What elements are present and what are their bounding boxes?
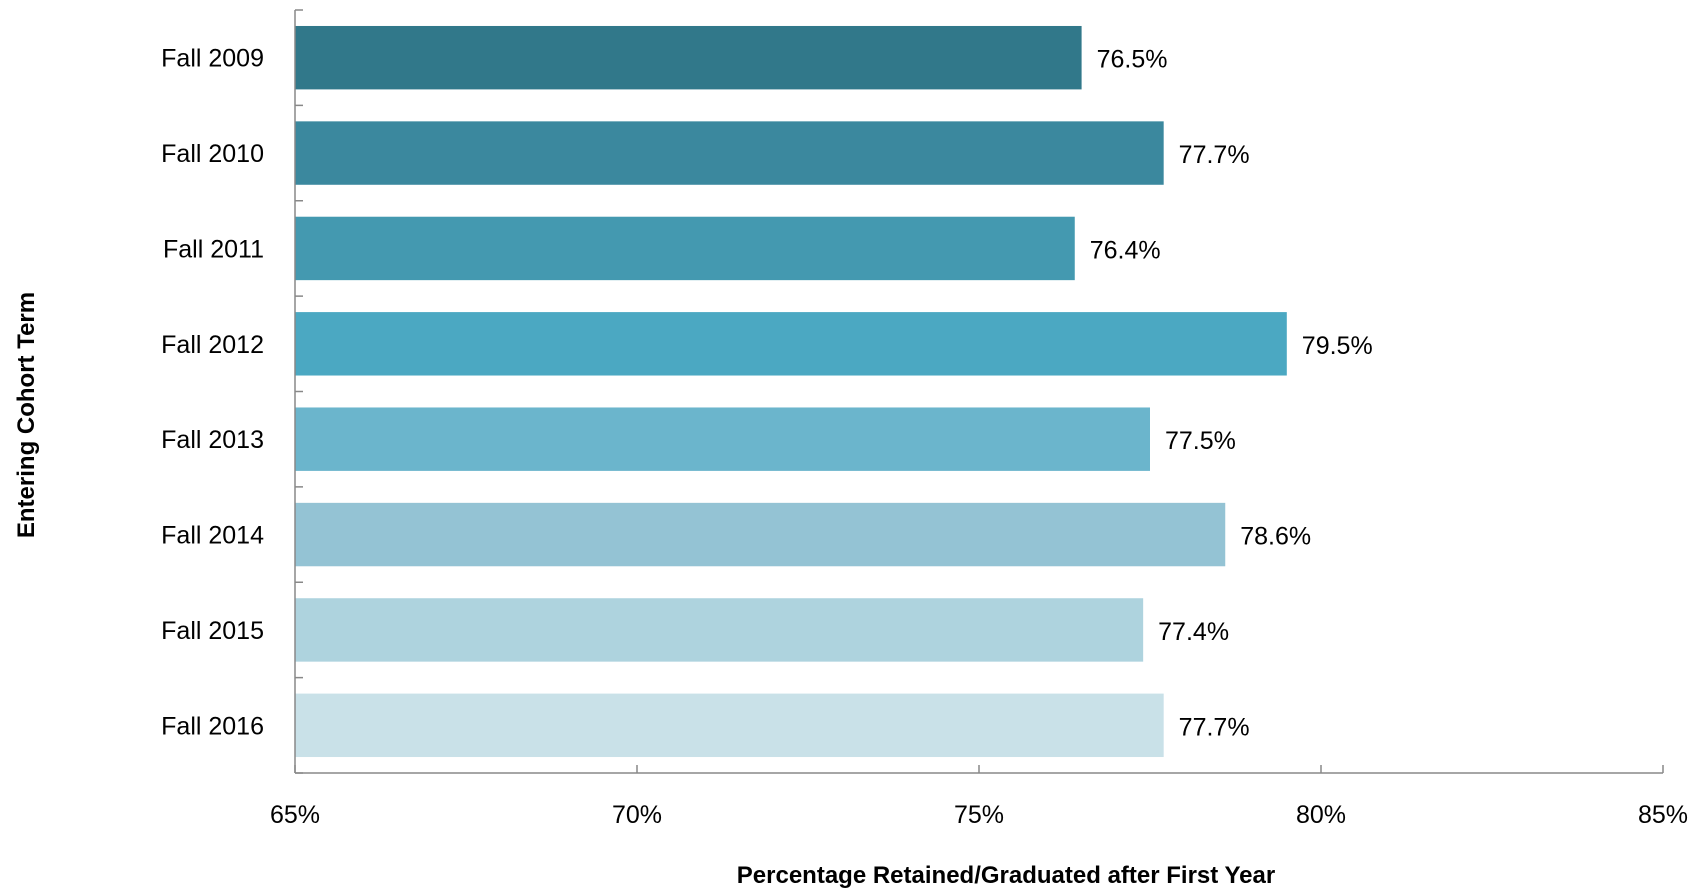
category-label: Fall 2010: [161, 140, 264, 168]
category-label: Fall 2013: [161, 426, 264, 454]
axes: [294, 9, 1664, 774]
category-label: Fall 2012: [161, 331, 264, 359]
bar: [295, 216, 1075, 281]
x-tick-label: 80%: [1296, 801, 1346, 829]
data-label: 76.4%: [1090, 236, 1161, 264]
category-label: Fall 2009: [161, 45, 264, 73]
bars-layer: [295, 25, 1287, 758]
category-label: Fall 2011: [163, 235, 264, 263]
y-axis-title: Entering Cohort Term: [13, 292, 40, 538]
x-axis-title: Percentage Retained/Graduated after Firs…: [737, 862, 1275, 888]
x-tick-label: 75%: [954, 801, 1004, 829]
category-label: Fall 2014: [161, 522, 264, 550]
bar: [295, 598, 1144, 662]
bar: [295, 407, 1150, 471]
data-label: 77.5%: [1165, 427, 1236, 455]
data-label: 79.5%: [1302, 332, 1373, 360]
bar: [295, 25, 1082, 90]
category-label: Fall 2016: [161, 712, 264, 740]
labels-layer: Fall 2009 76.5% Fall 2010 77.7% Fall 2011 76.…: [161, 45, 1688, 829]
data-label: 77.7%: [1179, 713, 1250, 741]
bar: [295, 312, 1287, 376]
data-label: 77.7%: [1179, 141, 1250, 169]
bar: [295, 693, 1164, 758]
data-label: 78.6%: [1240, 523, 1311, 551]
bar: [295, 502, 1226, 567]
bar: [295, 121, 1164, 185]
category-label: Fall 2015: [161, 617, 264, 645]
x-tick-label: 70%: [612, 801, 662, 829]
data-label: 77.4%: [1158, 618, 1229, 646]
data-label: 76.5%: [1097, 46, 1168, 74]
x-tick-label: 65%: [270, 801, 320, 829]
x-tick-label: 85%: [1638, 801, 1688, 829]
